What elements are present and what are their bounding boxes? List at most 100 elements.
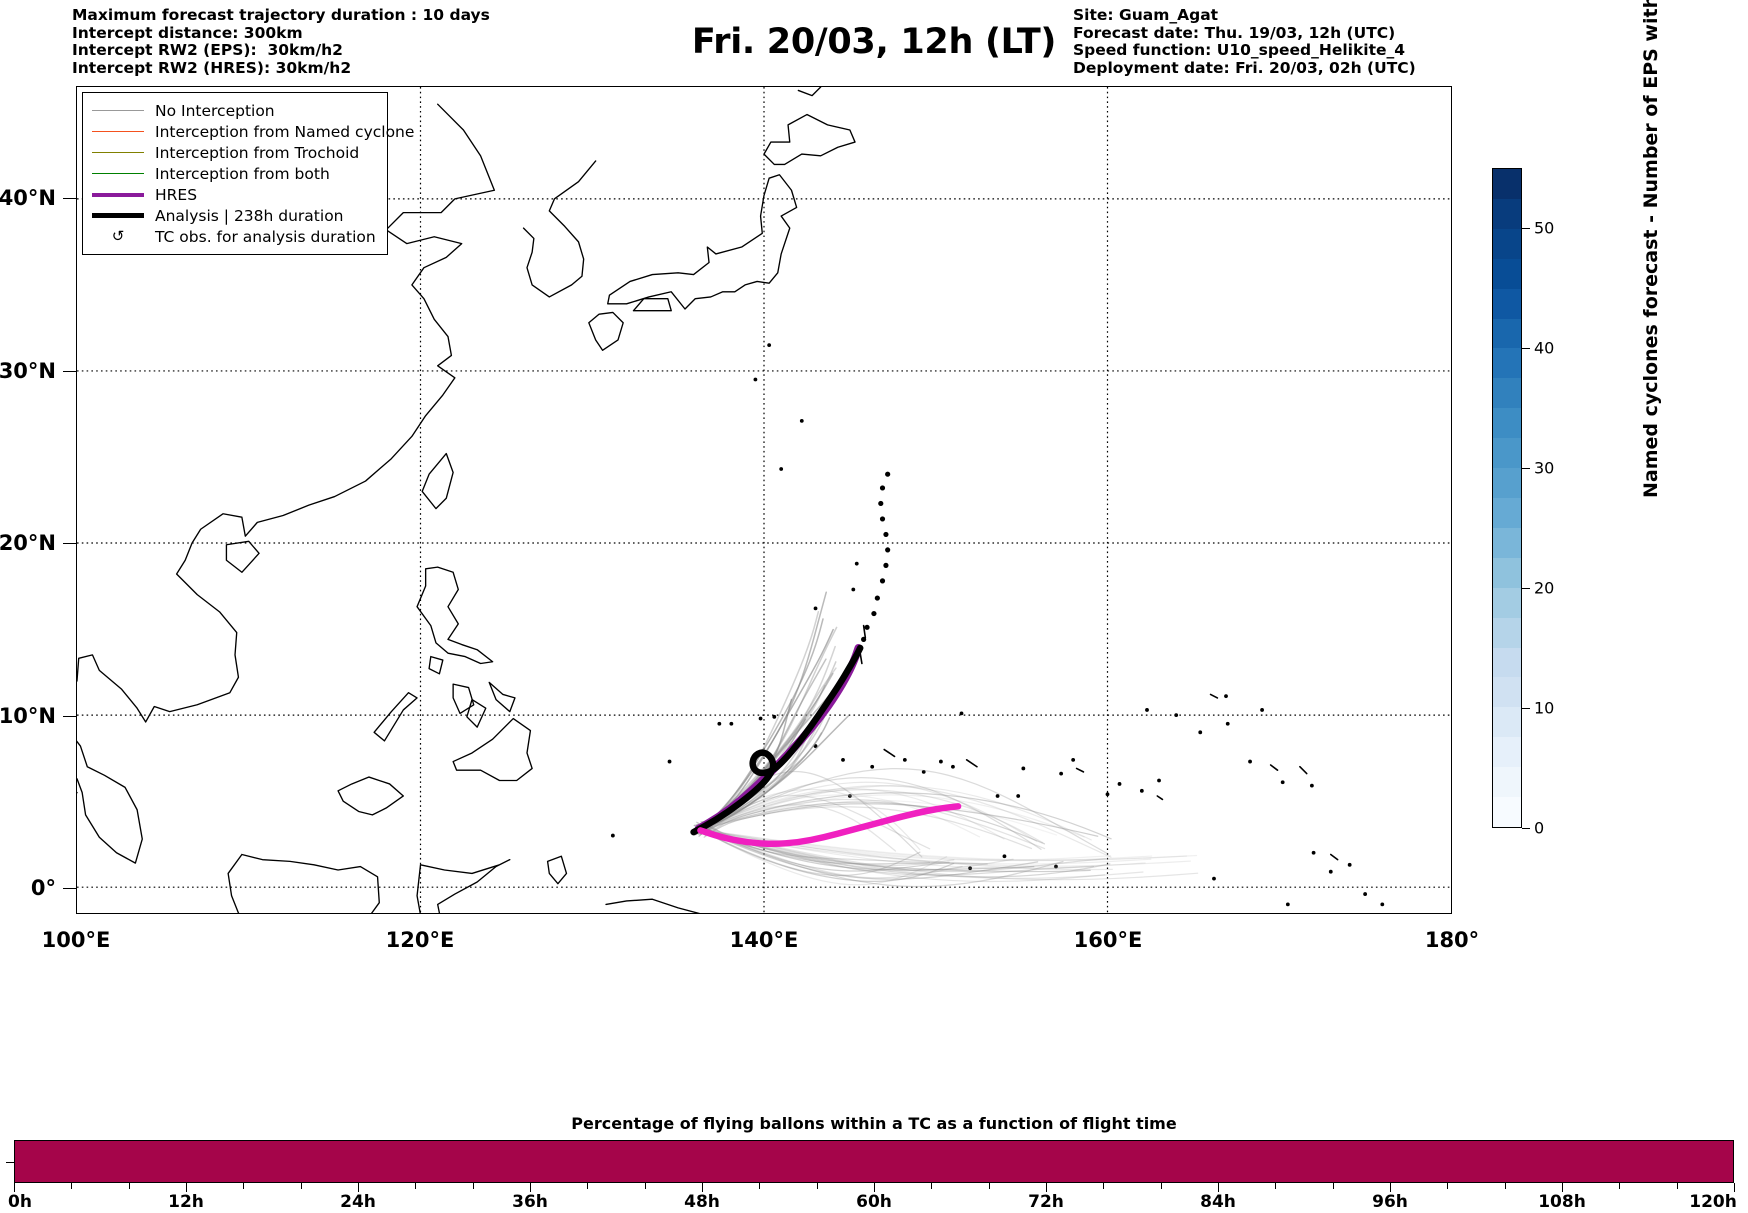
- y-tick: [63, 543, 76, 545]
- y-tick: [63, 198, 76, 200]
- flight-bar-tick: [702, 1183, 703, 1192]
- legend-item[interactable]: No Interception: [92, 100, 378, 121]
- flight-bar-minor-tick: [988, 1183, 990, 1189]
- y-tick-label: 20°N: [0, 531, 56, 556]
- legend-item[interactable]: Analysis | 238h duration: [92, 205, 378, 226]
- colorbar-tick: [1522, 468, 1530, 469]
- flight-bar-tick: [358, 1183, 359, 1192]
- flight-bar-minor-tick: [816, 1183, 818, 1189]
- legend-label: Interception from Named cyclone: [155, 122, 415, 141]
- flight-bar-minor-tick: [472, 1183, 474, 1189]
- tc-observation-markers: [861, 471, 891, 642]
- y-tick-label: 10°N: [0, 703, 56, 728]
- x-tick-label: 120°E: [385, 928, 455, 952]
- legend-label: TC obs. for analysis duration: [155, 227, 376, 246]
- flight-bar-minor-tick: [71, 1183, 73, 1189]
- map-legend[interactable]: No Interception Interception from Named c…: [82, 92, 414, 255]
- y-tick: [63, 370, 76, 372]
- colorbar-segment: [1493, 408, 1521, 439]
- flight-bar-minor-tick: [931, 1183, 933, 1189]
- flight-bar-tick-label: 24h: [340, 1192, 376, 1212]
- legend-swatch: [92, 152, 144, 153]
- header-line: Intercept distance: 300km: [72, 23, 303, 42]
- legend-label: No Interception: [155, 101, 275, 120]
- legend-item[interactable]: Interception from Trochoid: [92, 142, 378, 163]
- flight-bar[interactable]: [6, 1140, 1734, 1183]
- track-analysis-238h-duration: [690, 644, 864, 836]
- legend-swatch: [92, 213, 144, 218]
- header-line: Site: Guam_Agat: [1073, 6, 1219, 24]
- legend-swatch: [92, 192, 144, 197]
- y-tick-label: 0°: [30, 876, 56, 901]
- colorbar-tick-label: 40: [1534, 338, 1555, 358]
- legend-item[interactable]: HRES: [92, 184, 378, 205]
- legend-item[interactable]: Interception from both: [92, 163, 378, 184]
- colorbar-tick: [1522, 228, 1530, 229]
- flight-bar-tick-label: 108h: [1538, 1192, 1586, 1212]
- header-line: Deployment date: Fri. 20/03, 02h (UTC): [1073, 58, 1416, 77]
- colorbar-tick-label: 0: [1534, 818, 1545, 838]
- flight-bar-minor-tick: [1103, 1183, 1105, 1189]
- flight-bar-minor-tick: [1504, 1183, 1506, 1189]
- colorbar-segment: [1493, 677, 1521, 708]
- flight-bar-tick-label: 36h: [512, 1192, 548, 1212]
- flight-bar-tick: [1218, 1183, 1219, 1192]
- colorbar-tick: [1522, 708, 1530, 709]
- header-left-info: Maximum forecast trajectory duration : 1…: [72, 6, 490, 77]
- flight-bar-minor-tick: [415, 1183, 417, 1189]
- flight-bar-tick: [1390, 1183, 1391, 1192]
- y-tick: [63, 888, 76, 890]
- coastlines: [77, 87, 1339, 913]
- colorbar-segment: [1493, 348, 1521, 379]
- legend-swatch: [92, 173, 144, 174]
- legend-item[interactable]: Interception from Named cyclone: [92, 121, 414, 142]
- legend-label: Analysis | 238h duration: [155, 206, 344, 225]
- colorbar-segment: [1493, 797, 1521, 827]
- x-tick-label: 180°: [1424, 928, 1480, 952]
- island-dots: [610, 343, 1385, 907]
- flight-bar-minor-tick: [644, 1183, 646, 1189]
- colorbar-segment: [1493, 318, 1521, 349]
- flight-bar-minor-tick: [128, 1183, 130, 1189]
- header-line: Maximum forecast trajectory duration : 1…: [72, 6, 490, 24]
- page-title: Fri. 20/03, 12h (LT): [0, 22, 1748, 62]
- flight-bar-tick: [1734, 1183, 1735, 1192]
- flight-bar-tick-label: 84h: [1200, 1192, 1236, 1212]
- colorbar-label: Named cyclones forecast - Number of EPS …: [1640, 0, 1662, 498]
- flight-bar-minor-tick: [759, 1183, 761, 1189]
- colorbar-segment: [1493, 438, 1521, 469]
- colorbar-segment: [1493, 647, 1521, 678]
- colorbar-segment: [1493, 258, 1521, 289]
- flight-bar-tick-label: 60h: [856, 1192, 892, 1212]
- legend-label: HRES: [155, 185, 198, 204]
- y-tick: [63, 715, 76, 717]
- header-line: Speed function: U10_speed_Helikite_4: [1073, 41, 1406, 59]
- colorbar-segment: [1493, 767, 1521, 798]
- x-tick-label: 100°E: [41, 928, 111, 952]
- legend-swatch: [92, 110, 144, 111]
- colorbar-tick-label: 50: [1534, 218, 1555, 238]
- track-magenta-trajectory: [697, 803, 962, 847]
- colorbar-segment: [1493, 737, 1521, 768]
- cyclone-icon: ↺: [111, 227, 125, 245]
- flight-bar-minor-tick: [587, 1183, 589, 1189]
- y-tick-label: 40°N: [0, 186, 56, 211]
- flight-bar-tick: [1046, 1183, 1047, 1192]
- flight-bar-tick: [1562, 1183, 1563, 1192]
- legend-swatch: [92, 131, 144, 132]
- forecast-tracks: [690, 644, 962, 847]
- flight-bar-minor-tick: [1676, 1183, 1678, 1189]
- flight-bar-tick-label: 72h: [1028, 1192, 1064, 1212]
- colorbar-segment: [1493, 468, 1521, 498]
- header-line: Intercept RW2 (HRES): 30km/h2: [72, 58, 352, 77]
- colorbar-tick: [1522, 828, 1530, 829]
- colorbar-tick-label: 30: [1534, 458, 1555, 478]
- header-line: Intercept RW2 (EPS): 30km/h2: [72, 41, 343, 59]
- header-line: Forecast date: Thu. 19/03, 12h (UTC): [1073, 23, 1396, 42]
- header-right-info: Site: Guam_Agat Forecast date: Thu. 19/03…: [1073, 6, 1416, 77]
- colorbar-tick-label: 10: [1534, 698, 1555, 718]
- flight-bar-minor-tick: [243, 1183, 245, 1189]
- flight-bar-minor-tick: [1332, 1183, 1334, 1189]
- legend-item[interactable]: ↺ TC obs. for analysis duration: [92, 226, 378, 247]
- title-text: Fri. 20/03, 12h (LT): [691, 22, 1057, 62]
